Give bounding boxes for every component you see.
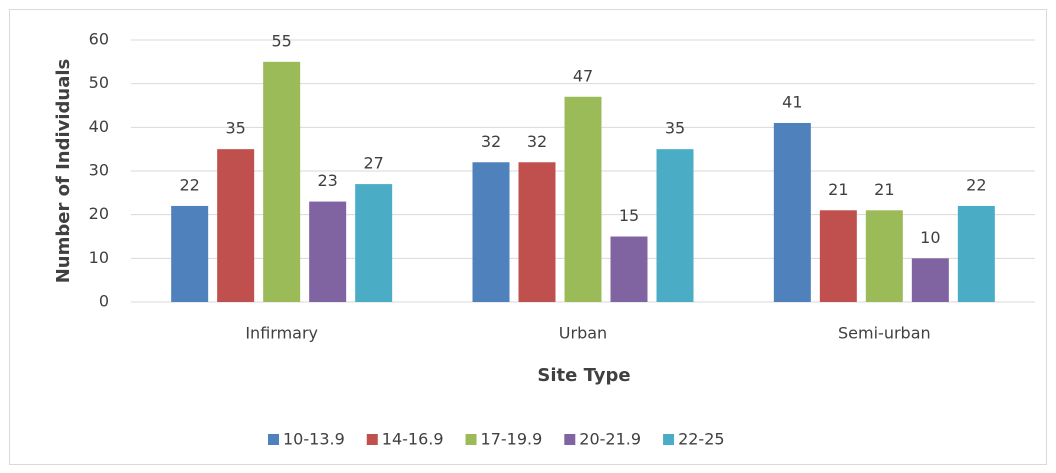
legend-swatch: [366, 434, 378, 445]
data-label: 22: [179, 175, 199, 194]
data-label: 35: [665, 119, 685, 138]
bar: [957, 205, 995, 302]
y-tick-label: 50: [89, 73, 109, 92]
bar: [865, 210, 903, 302]
legend-label: 20-21.9: [579, 430, 641, 449]
legend-label: 22-25: [678, 430, 725, 449]
x-axis-title: Site Type: [537, 365, 630, 386]
bar: [610, 236, 648, 302]
data-label: 23: [317, 171, 337, 190]
bar: [564, 96, 602, 303]
bar: [472, 162, 510, 302]
data-label: 21: [828, 180, 848, 199]
data-label: 32: [527, 132, 547, 151]
bar: [309, 201, 347, 302]
legend-swatch: [564, 434, 576, 445]
y-tick-label: 40: [89, 117, 109, 136]
data-label: 41: [782, 92, 802, 111]
bar: [217, 149, 255, 302]
x-tick-label: Infirmary: [245, 324, 318, 343]
y-axis-title: Number of Individuals: [53, 59, 74, 284]
bar: [656, 149, 694, 302]
data-label: 27: [363, 154, 383, 173]
legend-label: 17-19.9: [481, 430, 543, 449]
x-tick-label: Urban: [559, 324, 607, 343]
bar: [819, 210, 857, 302]
bar: [263, 61, 301, 303]
data-label: 55: [271, 31, 291, 50]
legend-swatch: [268, 434, 279, 445]
y-tick-label: 0: [99, 292, 109, 311]
y-tick-label: 20: [89, 204, 109, 223]
legend-label: 10-13.9: [283, 430, 345, 449]
y-tick-label: 10: [89, 248, 109, 267]
x-tick-label: Semi-urban: [838, 324, 931, 343]
legend-swatch: [663, 434, 675, 445]
bar: [171, 205, 209, 302]
bar: [911, 258, 949, 302]
data-label: 22: [966, 175, 986, 194]
data-label: 35: [225, 119, 245, 138]
bar: [773, 122, 811, 302]
legend-label: 14-16.9: [382, 430, 444, 449]
y-tick-label: 60: [89, 30, 109, 49]
y-tick-label: 30: [89, 161, 109, 180]
bar: [518, 162, 556, 302]
data-label: 32: [481, 132, 501, 151]
data-label: 15: [619, 206, 639, 225]
data-label: 10: [920, 228, 940, 247]
legend-swatch: [465, 434, 477, 445]
data-label: 47: [573, 66, 593, 85]
bar: [355, 184, 393, 302]
data-label: 21: [874, 180, 894, 199]
